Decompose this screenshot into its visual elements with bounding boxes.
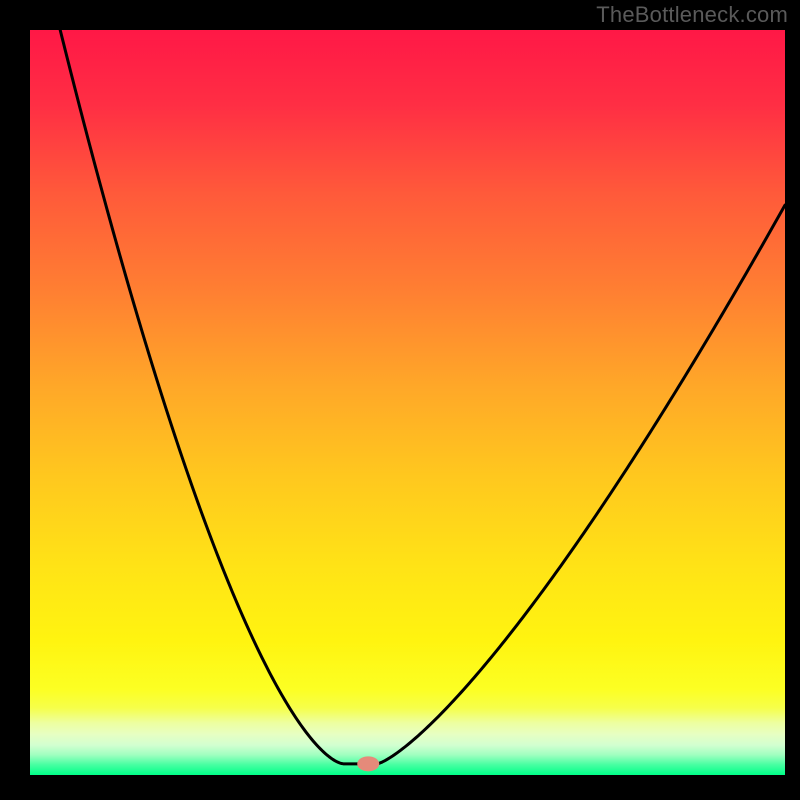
watermark-text: TheBottleneck.com <box>596 2 788 28</box>
bottleneck-chart <box>0 0 800 800</box>
chart-container: TheBottleneck.com <box>0 0 800 800</box>
plot-background <box>30 30 785 775</box>
minimum-marker <box>357 756 379 771</box>
